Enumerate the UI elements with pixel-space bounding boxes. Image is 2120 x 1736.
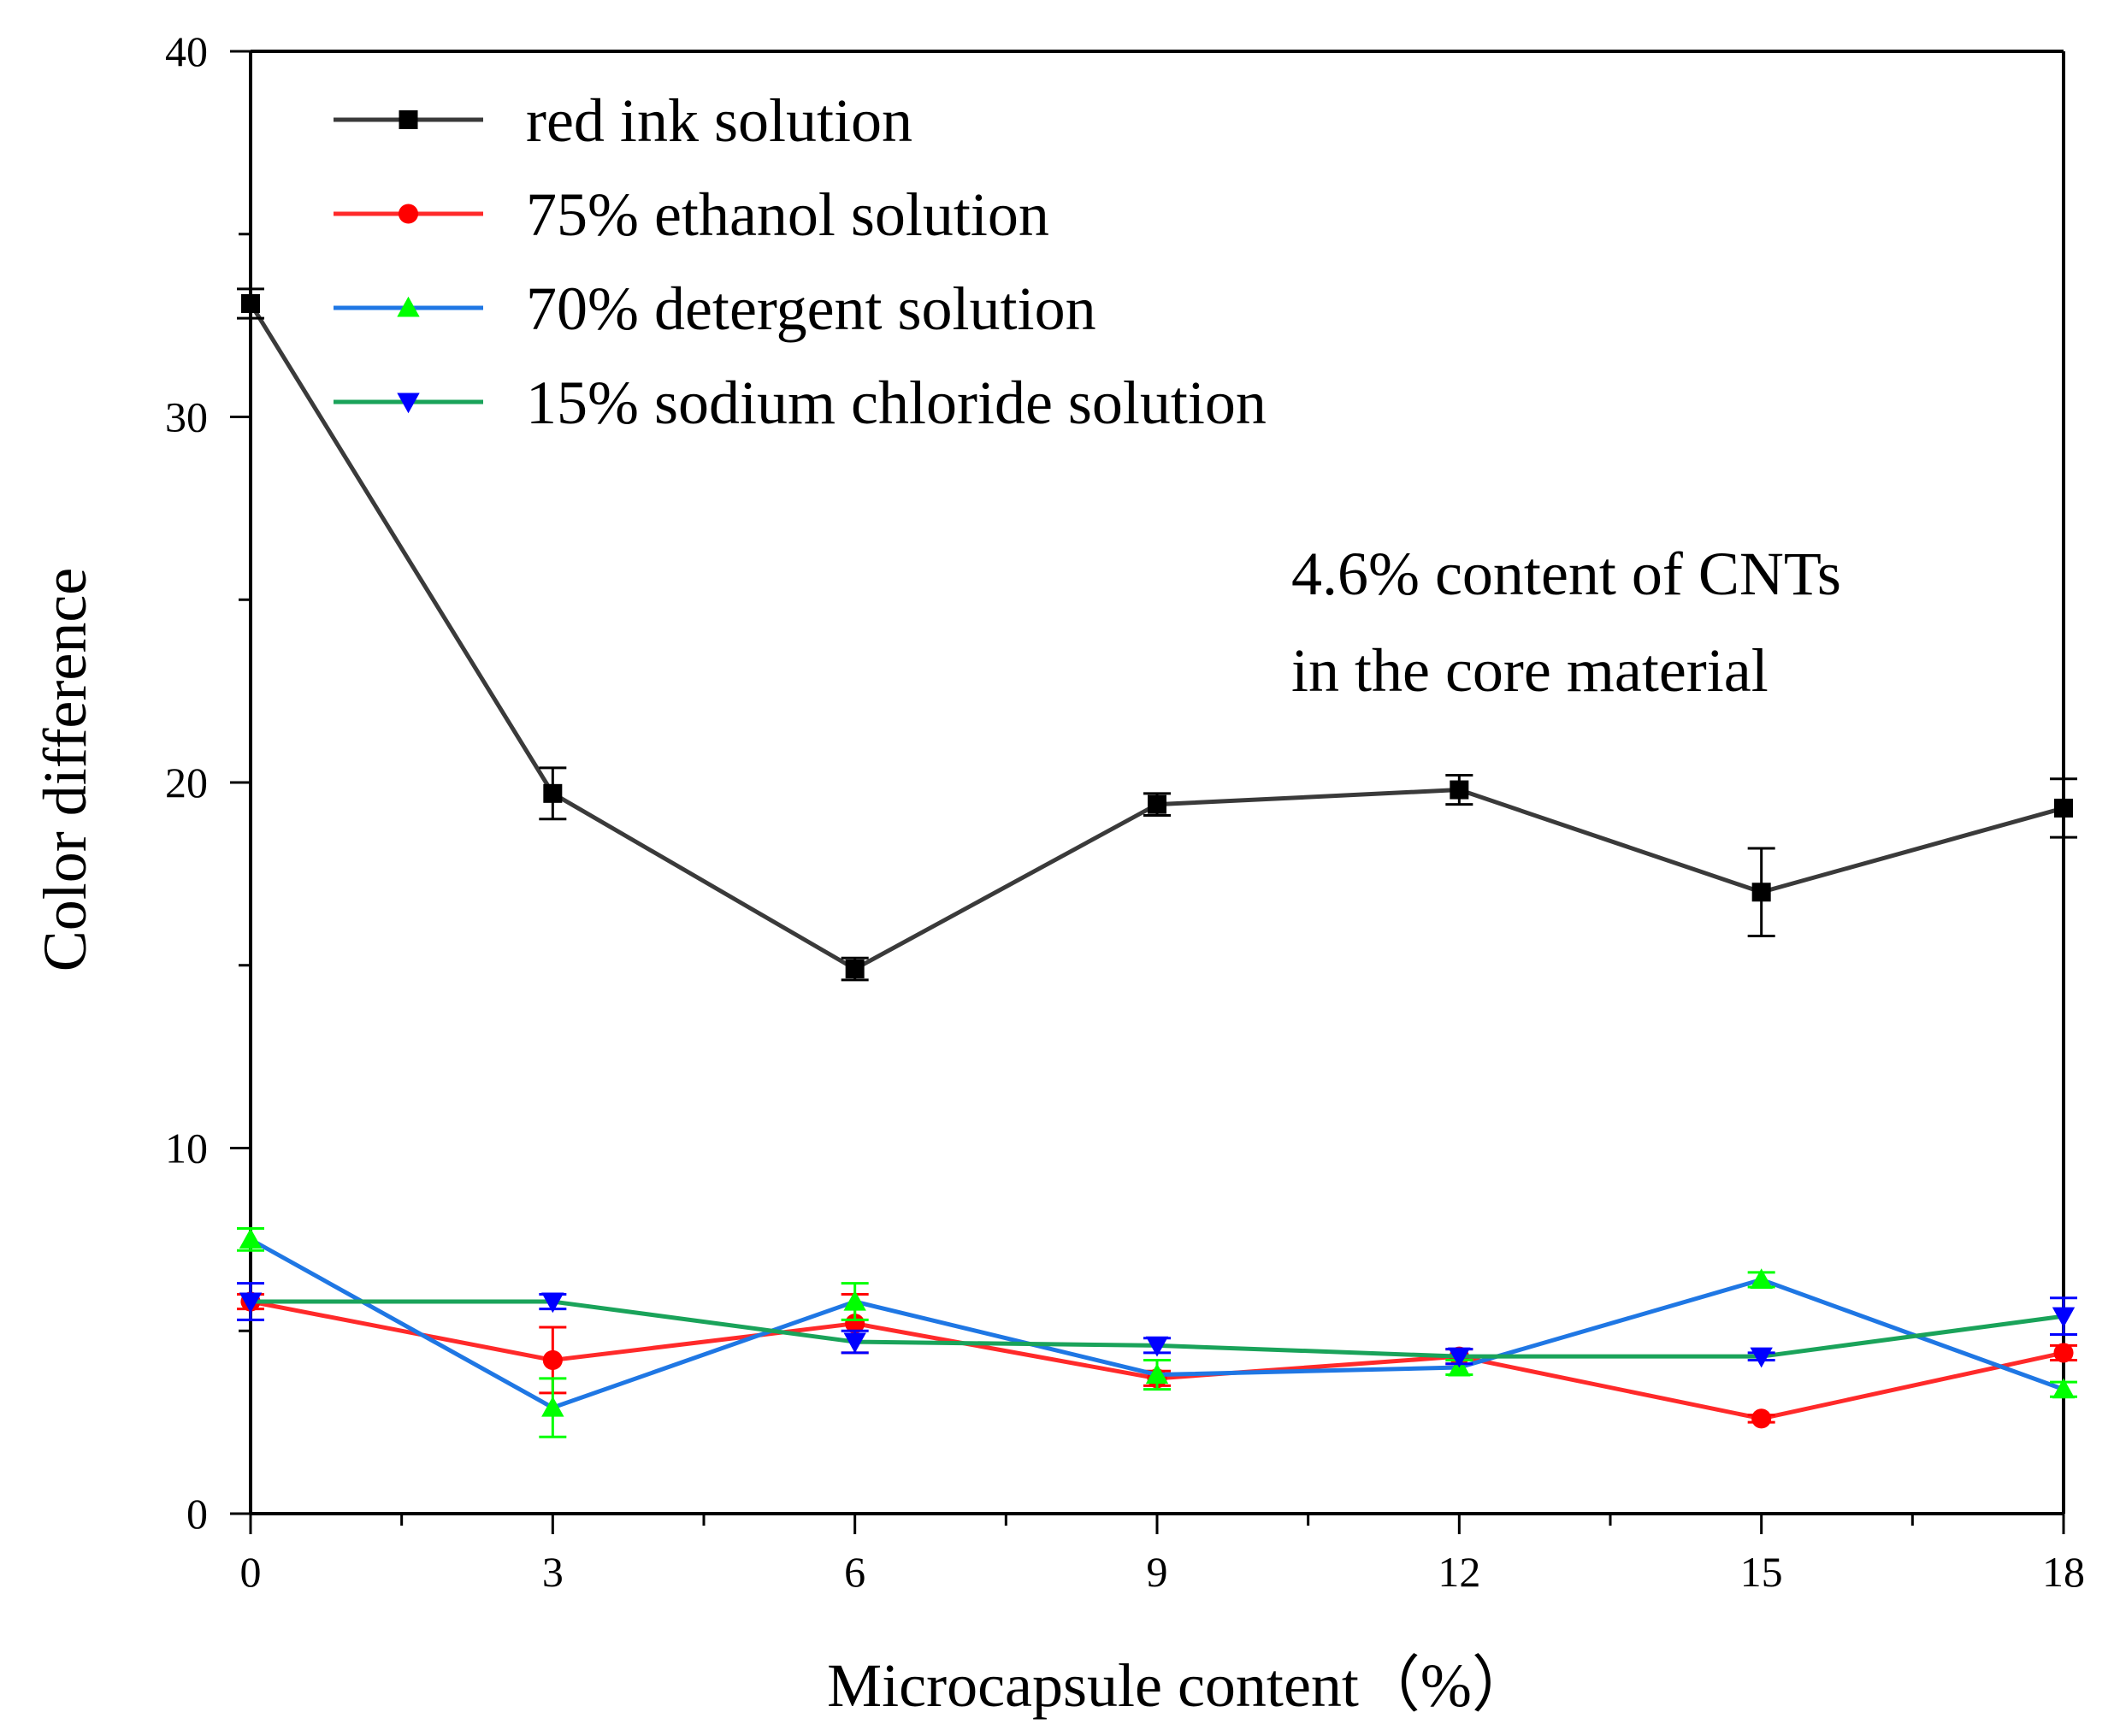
series-red-ink-solution — [237, 287, 2077, 982]
data-point — [2053, 1343, 2074, 1363]
legend-label: red ink solution — [526, 86, 912, 155]
series-70pct-detergent-solution — [237, 1227, 2077, 1438]
data-point — [2054, 798, 2073, 818]
data-point — [843, 1332, 866, 1354]
data-point — [541, 1396, 564, 1417]
data-point — [239, 1228, 263, 1249]
legend: red ink solution 75% ethanol solution 70% … — [334, 86, 1267, 437]
data-point — [1448, 1347, 1471, 1368]
legend-marker — [399, 110, 418, 129]
x-tick-label: 12 — [1438, 1548, 1480, 1596]
y-tick-label: 30 — [165, 393, 208, 441]
data-point — [543, 783, 563, 803]
data-point — [843, 1290, 866, 1311]
legend-entry: 15% sodium chloride solution — [334, 369, 1267, 437]
y-tick-label: 20 — [165, 759, 208, 806]
legend-entry: 70% detergent solution — [334, 275, 1096, 343]
legend-label: 70% detergent solution — [526, 275, 1096, 343]
x-tick-label: 0 — [240, 1548, 262, 1596]
x-tick-label: 18 — [2042, 1548, 2085, 1596]
legend-label: 15% sodium chloride solution — [526, 369, 1267, 437]
y-tick-label: 40 — [165, 27, 208, 75]
y-tick-label: 0 — [186, 1490, 208, 1538]
data-point — [1145, 1336, 1169, 1357]
data-point — [845, 1314, 865, 1334]
x-axis-title: Microcapsule content（%） — [827, 1651, 1533, 1720]
legend-label: 75% ethanol solution — [526, 180, 1049, 249]
data-point — [2052, 1307, 2076, 1328]
legend-entry: red ink solution — [334, 86, 912, 155]
legend-marker — [397, 296, 420, 317]
legend-marker — [397, 393, 420, 414]
data-point — [2052, 1378, 2076, 1399]
x-tick-label: 3 — [542, 1548, 564, 1596]
legend-marker — [398, 204, 419, 224]
y-axis-title: Color difference — [31, 568, 99, 971]
legend-entry: 75% ethanol solution — [334, 180, 1049, 249]
series-layer — [237, 287, 2077, 1438]
data-point — [541, 1292, 564, 1314]
data-point — [239, 1292, 263, 1314]
data-point — [1750, 1268, 1773, 1289]
x-tick-label: 15 — [1740, 1548, 1783, 1596]
data-point — [1751, 883, 1771, 902]
data-point — [1148, 794, 1166, 814]
x-tick-label: 9 — [1147, 1548, 1168, 1596]
data-point — [1751, 1408, 1772, 1429]
data-point — [1450, 780, 1469, 800]
data-point — [241, 293, 260, 313]
x-tick-label: 6 — [844, 1548, 865, 1596]
data-point — [1750, 1347, 1773, 1368]
y-tick-label: 10 — [165, 1125, 208, 1172]
annotation-line-1: 4.6% content of CNTs — [1291, 540, 1841, 608]
series-15pct-sodium-chloride-solution — [237, 1282, 2077, 1368]
data-point — [542, 1349, 563, 1370]
annotation-line-2: in the core material — [1291, 636, 1769, 705]
data-point — [1145, 1363, 1169, 1385]
data-point — [845, 960, 865, 979]
